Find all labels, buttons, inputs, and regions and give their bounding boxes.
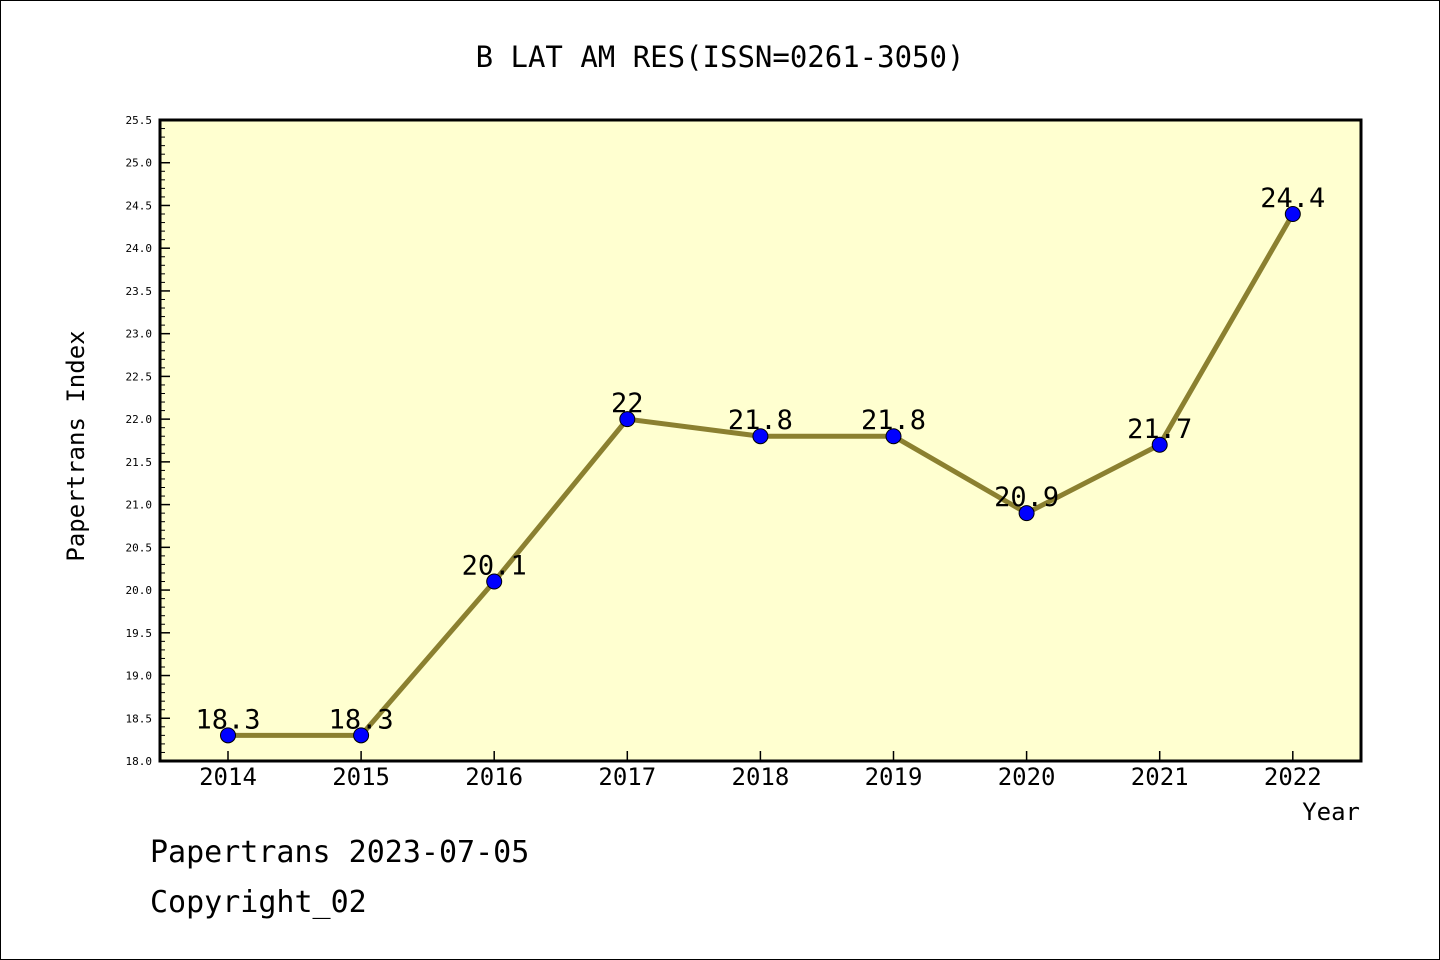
y-tick-label: 20.0 [126,584,153,597]
data-label: 18.3 [195,704,260,735]
x-tick-label: 2018 [732,763,790,791]
y-tick-label: 21.5 [126,456,153,469]
data-labels: 18.3 18.3 20.1 22 21.8 21.8 20.9 21.7 24.4 [195,183,1325,735]
y-tick-label: 25.5 [126,114,153,127]
y-tick-label: 24.5 [126,199,153,212]
data-point [220,727,236,744]
x-tick-label: 2017 [598,763,656,791]
data-label: 20.9 [994,482,1059,513]
data-point [885,428,902,445]
data-label: 18.3 [329,704,394,735]
data-label: 21.8 [861,405,926,436]
data-point [353,727,370,744]
footer-date: Papertrans 2023-07-05 [150,835,530,870]
x-tick-label: 2020 [998,763,1056,791]
data-label: 22 [611,388,644,419]
data-point [1284,206,1301,223]
x-axis: 2014 2015 2016 2017 2018 2019 2020 2021 2022 [199,751,1322,791]
y-tick-label: 18.5 [126,712,153,725]
data-points [220,206,1301,744]
y-tick-label: 19.5 [126,627,153,640]
data-point [486,573,503,590]
y-tick-label: 24.0 [126,242,153,255]
x-axis-label: Year [1302,798,1360,826]
x-tick-label: 2022 [1264,763,1322,791]
y-tick-label: 19.0 [126,670,153,683]
x-tick-label: 2016 [465,763,523,791]
data-label: 21.7 [1127,414,1192,445]
y-tick-label: 23.5 [126,285,153,298]
data-point [1018,505,1035,522]
y-tick-label: 22.0 [126,413,153,426]
data-label: 21.8 [728,405,793,436]
x-tick-label: 2015 [332,763,390,791]
data-point [752,428,769,445]
y-axis-label: Papertrans Index [62,330,90,561]
y-axis: 18.0 18.5 19.0 19.5 20.0 20.5 21.0 21.5 22.0 22.5… [126,114,170,768]
data-point [619,411,636,428]
y-tick-label: 23.0 [126,328,153,341]
y-tick-label: 21.0 [126,499,153,512]
chart-title: B LAT AM RES(ISSN=0261-3050) [476,40,965,74]
y-tick-label: 20.5 [126,541,153,554]
x-tick-label: 2021 [1131,763,1189,791]
data-label: 20.1 [462,551,527,582]
footer-copyright: Copyright_02 [150,885,367,920]
x-tick-label: 2019 [865,763,923,791]
data-label: 24.4 [1260,183,1325,214]
data-point [1151,436,1168,453]
y-tick-label: 25.0 [126,157,153,170]
y-tick-label: 22.5 [126,370,153,383]
x-tick-label: 2014 [199,763,257,791]
y-tick-label: 18.0 [126,755,153,768]
